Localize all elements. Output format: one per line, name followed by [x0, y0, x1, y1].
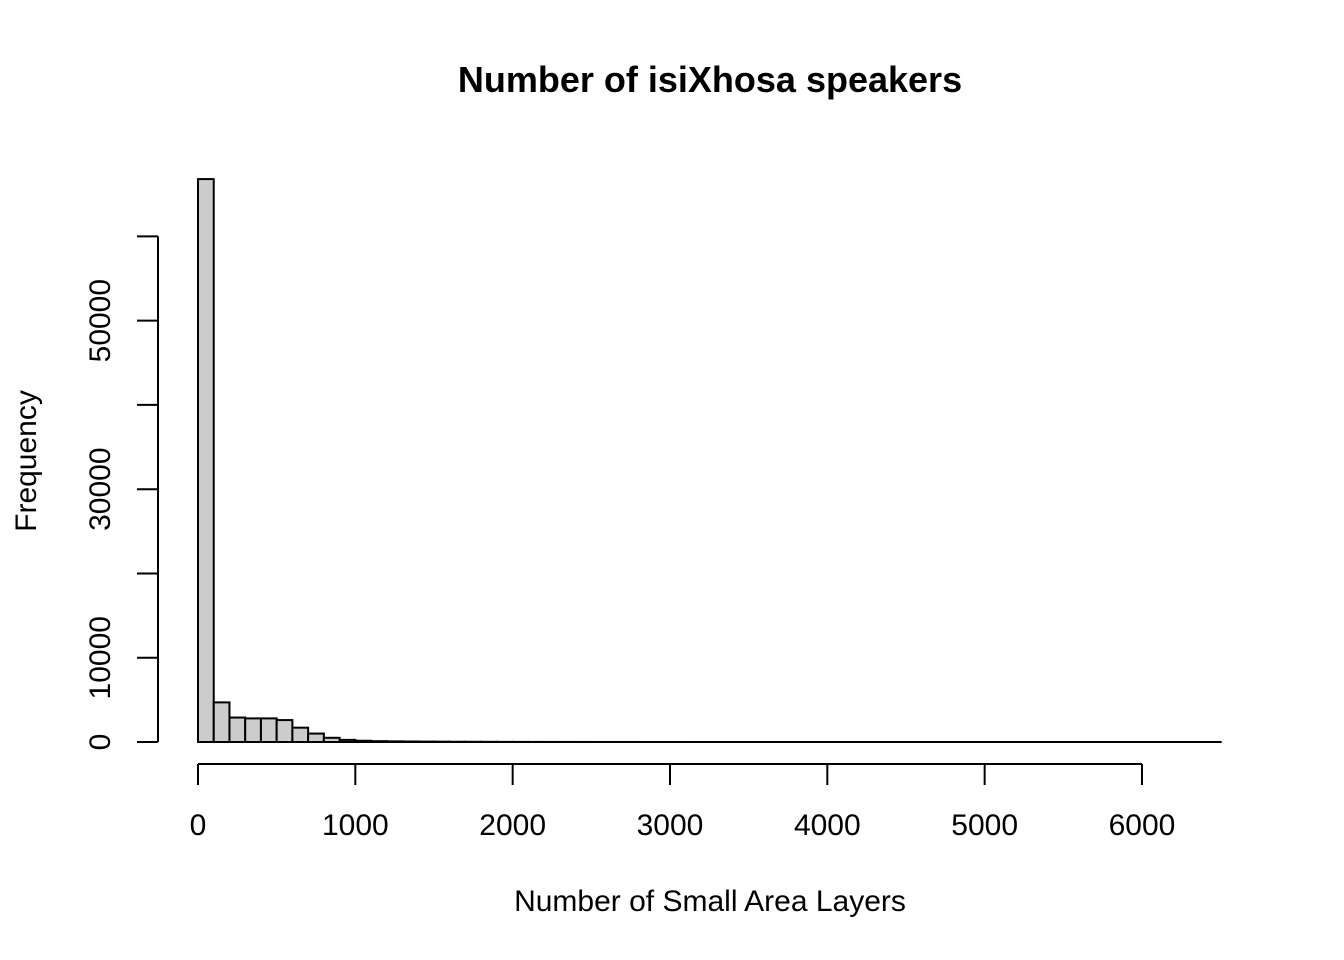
y-tick-label: 50000 [84, 279, 117, 362]
y-axis: 0 10000 30000 50000 [84, 235, 159, 751]
y-axis-label: Frequency [10, 390, 43, 532]
histogram-bar [385, 740, 404, 744]
histogram-bars [197, 178, 1222, 744]
x-tick-label: 5000 [951, 809, 1018, 842]
y-tick-label: 30000 [84, 447, 117, 530]
histogram-bar [401, 740, 420, 743]
histogram-bar [354, 739, 373, 743]
histogram-bar [338, 738, 357, 744]
x-tick-label: 2000 [479, 809, 546, 842]
histogram-bar [322, 736, 341, 743]
histogram-bar [259, 717, 278, 744]
histogram-bar [291, 726, 310, 743]
y-tick-label: 0 [84, 734, 117, 751]
histogram-bar [212, 701, 231, 744]
histogram-bar [275, 719, 294, 744]
x-axis: 0 1000 2000 3000 4000 5000 6000 [190, 763, 1176, 842]
chart-title: Number of isiXhosa speakers [458, 59, 962, 100]
histogram-bar [244, 717, 262, 744]
histogram-bar [197, 178, 215, 743]
x-tick-label: 3000 [637, 809, 704, 842]
x-tick-label: 4000 [794, 809, 861, 842]
histogram-bar [228, 716, 247, 743]
y-tick-label: 10000 [84, 616, 117, 699]
histogram-bar [370, 740, 388, 743]
x-tick-label: 6000 [1109, 809, 1176, 842]
x-axis-label: Number of Small Area Layers [514, 885, 906, 918]
x-tick-label: 1000 [322, 809, 389, 842]
x-tick-label: 0 [190, 809, 207, 842]
histogram-bar [307, 732, 325, 744]
